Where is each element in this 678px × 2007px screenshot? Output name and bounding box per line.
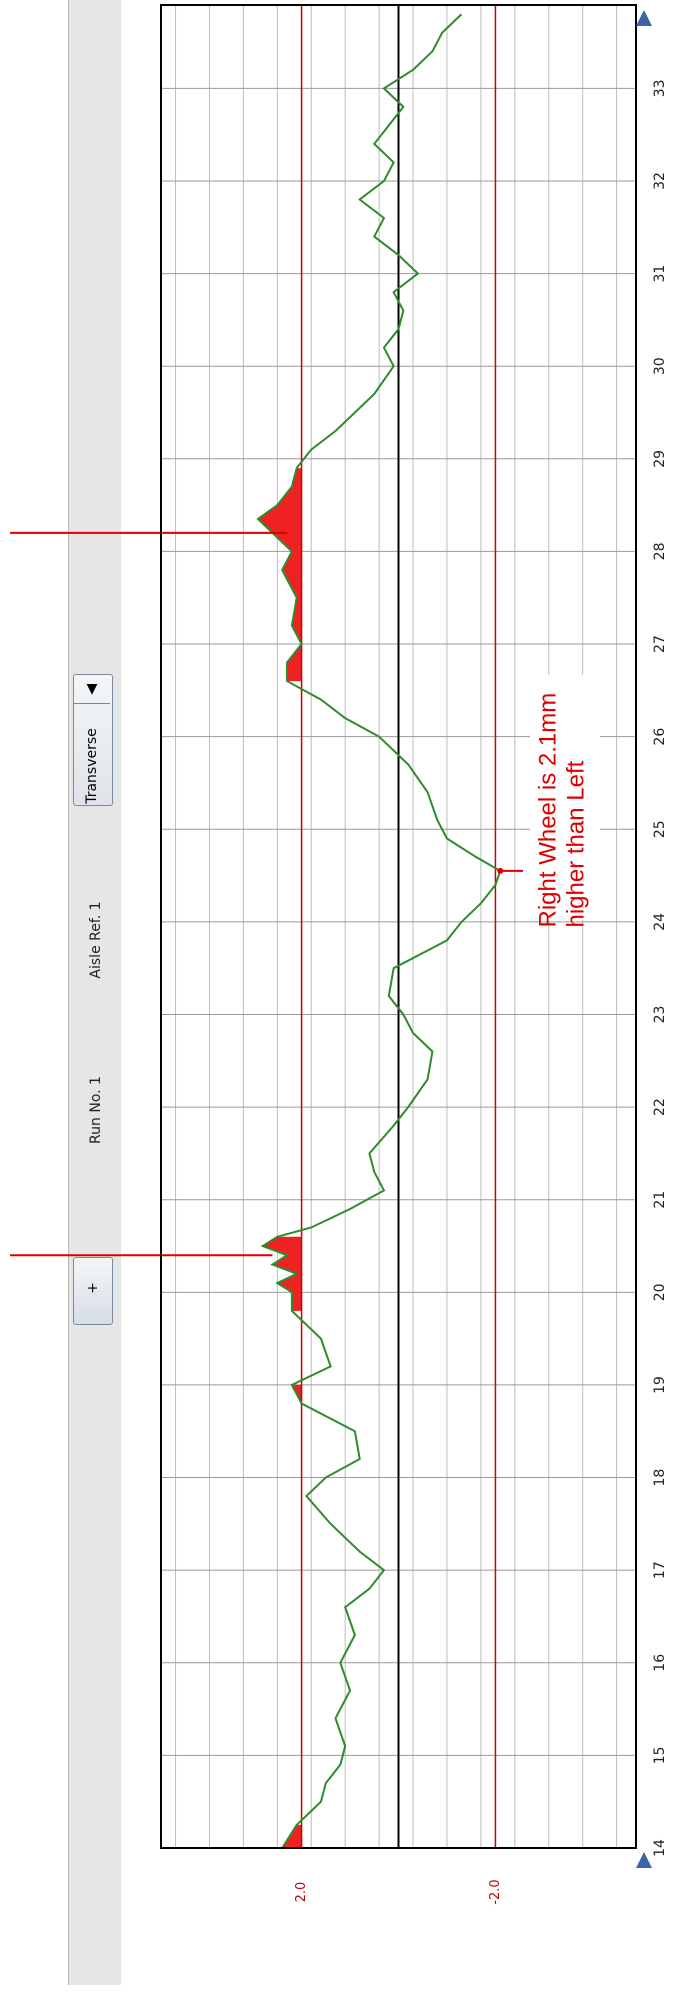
x-tick-label: 28 <box>652 543 668 561</box>
annotation-line-1: Right Wheel is 2.1mm <box>534 692 562 928</box>
exceedance-area <box>257 468 302 682</box>
threshold-label: -2.0 <box>488 1879 503 1904</box>
x-tick-label: 25 <box>652 820 668 838</box>
toolbar <box>68 0 121 1985</box>
threshold-label: 2.0 <box>294 1882 309 1903</box>
x-tick-label: 14 <box>652 1839 668 1857</box>
plot-frame <box>160 4 637 1849</box>
callout-lines <box>10 531 523 1257</box>
x-tick-label: 33 <box>652 79 668 97</box>
x-tick-label: 21 <box>652 1191 668 1209</box>
x-tick-label: 24 <box>652 913 668 931</box>
x-tick-label: 23 <box>652 1006 668 1024</box>
x-tick-label: 26 <box>652 728 668 746</box>
x-tick-labels: 14 15 16 17 18 19 20 21 22 23 24 25 26 27 28 29 30 31 32 33 <box>652 79 668 1856</box>
x-tick-label: 15 <box>652 1746 668 1764</box>
callout-point <box>497 867 504 874</box>
series-line-group <box>256 13 502 1849</box>
x-tick-label: 27 <box>652 635 668 653</box>
annotation-line-2: higher than Left <box>562 760 590 928</box>
x-tick-label: 30 <box>652 357 668 375</box>
x-tick-label: 20 <box>652 1283 668 1301</box>
mode-select[interactable]: ▼ Transverse <box>73 674 113 806</box>
x-tick-label: 19 <box>652 1376 668 1394</box>
threshold-lines <box>300 5 497 1848</box>
threshold-labels: 2.0 -2.0 <box>294 1879 503 1904</box>
annotation-text: Right Wheel is 2.1mm higher than Left <box>535 683 595 928</box>
x-tick-label: 32 <box>652 172 668 190</box>
x-tick-label: 17 <box>652 1561 668 1579</box>
exceedance-area <box>282 1824 302 1848</box>
chart-grid <box>161 5 636 1849</box>
scroll-left-arrow-icon[interactable] <box>636 1852 652 1868</box>
exceedance-fill-group <box>257 468 302 1848</box>
x-tick-label: 31 <box>652 265 668 283</box>
dropdown-arrow-icon: ▼ <box>74 675 110 704</box>
x-tick-label: 29 <box>652 450 668 468</box>
x-tick-label: 22 <box>652 1098 668 1116</box>
scroll-right-arrow-icon[interactable] <box>636 10 652 26</box>
x-tick-label: 18 <box>652 1469 668 1487</box>
add-button[interactable]: + <box>73 1257 113 1325</box>
series-line <box>256 13 502 1849</box>
annotation-box <box>530 675 600 920</box>
x-tick-label: 16 <box>652 1654 668 1672</box>
